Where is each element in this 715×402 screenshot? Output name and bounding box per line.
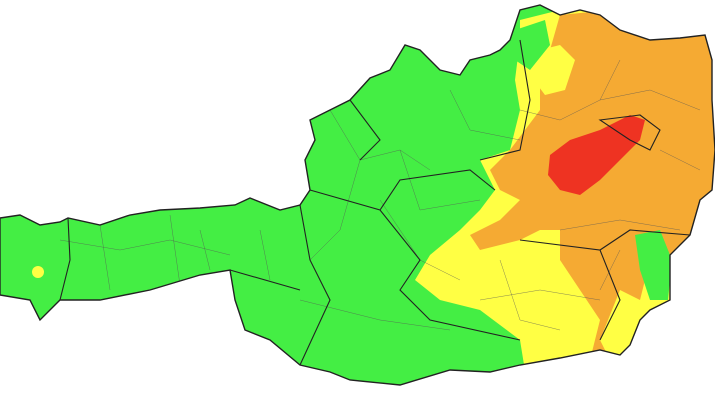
level-green [635, 230, 672, 300]
district-lines [59, 59, 701, 331]
level-green [515, 20, 550, 70]
level-yellow [32, 266, 44, 278]
level-red [548, 115, 645, 195]
level-yellow [530, 45, 575, 95]
state-borders [59, 39, 691, 366]
